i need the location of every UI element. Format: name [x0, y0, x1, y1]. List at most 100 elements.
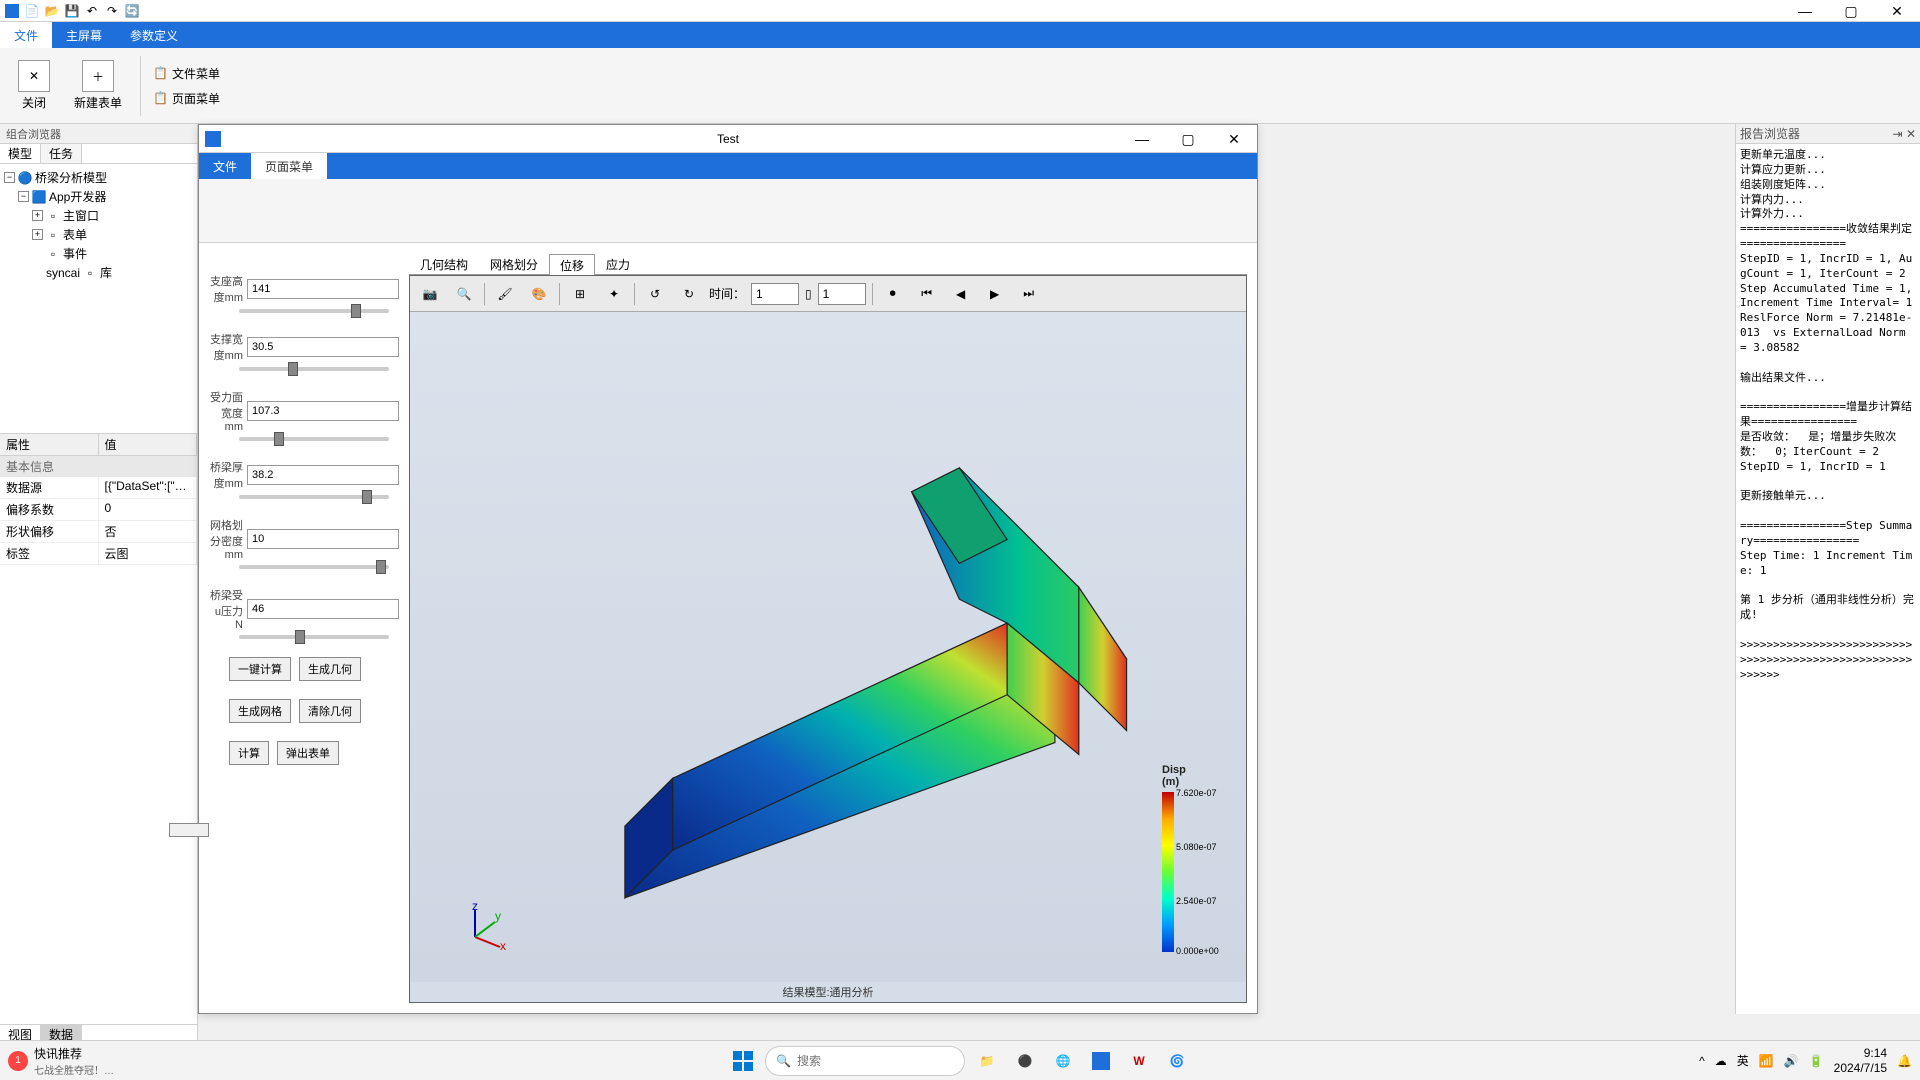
tray-chevron-icon[interactable]: ^ [1699, 1054, 1705, 1068]
grid-icon[interactable]: ⊞ [566, 280, 594, 308]
vp-tab-displacement[interactable]: 位移 [549, 254, 595, 275]
rotate-right-icon[interactable]: ↻ [675, 280, 703, 308]
compute-button[interactable]: 计算 [229, 741, 269, 765]
tree-item-mainwin[interactable]: + ▫ 主窗口 [4, 206, 193, 225]
brush-icon[interactable]: 🖌 [491, 280, 519, 308]
inner-tab-pagemenu[interactable]: 页面菜单 [251, 153, 327, 179]
rotate-left-icon[interactable]: ↺ [641, 280, 669, 308]
param-input[interactable] [247, 337, 399, 357]
expander-icon[interactable]: − [4, 172, 15, 183]
inner-titlebar[interactable]: Test — ▢ ✕ [199, 125, 1257, 153]
vp-tab-geometry[interactable]: 几何结构 [409, 253, 479, 274]
inner-tab-file[interactable]: 文件 [199, 153, 251, 179]
generate-geometry-button[interactable]: 生成几何 [299, 657, 361, 681]
expander-icon[interactable]: − [18, 191, 29, 202]
palette-icon[interactable]: 🎨 [525, 280, 553, 308]
notification-icon[interactable]: 🔔 [1897, 1054, 1912, 1068]
time-input-1[interactable] [751, 283, 799, 305]
ribbon-tab-file[interactable]: 文件 [0, 22, 52, 48]
expander-icon[interactable]: + [32, 210, 43, 221]
vp-tab-stress[interactable]: 应力 [595, 253, 641, 274]
viewport-canvas[interactable]: z x y Disp (m) 7.620e [410, 312, 1246, 982]
expander-icon[interactable]: + [32, 229, 43, 240]
param-slider[interactable] [239, 309, 389, 313]
panel-close-icon[interactable]: ✕ [1906, 127, 1916, 141]
param-slider[interactable] [239, 565, 389, 569]
ribbon-pagemenu-button[interactable]: 📋 页面菜单 [149, 88, 224, 109]
viewport-3d[interactable]: 📷 🔍 🖌 🎨 ⊞ ✦ ↺ ↻ 时间： ▯ [409, 275, 1247, 1003]
report-log[interactable]: 更新单元温度... 计算应力更新... 组装刚度矩阵... 计算内力... 计算… [1736, 144, 1920, 1014]
inner-maximize-button[interactable]: ▢ [1165, 125, 1211, 153]
new-icon[interactable]: 📄 [24, 3, 40, 19]
param-slider[interactable] [239, 635, 389, 639]
clock[interactable]: 9:14 2024/7/15 [1834, 1046, 1887, 1075]
one-click-compute-button[interactable]: 一键计算 [229, 657, 291, 681]
dock-icon[interactable]: ⇥ [1893, 127, 1903, 141]
props-row[interactable]: 标签云图 [0, 543, 197, 565]
param-input[interactable] [247, 279, 399, 299]
undo-icon[interactable]: ↶ [84, 3, 100, 19]
ribbon-newform-button[interactable]: ＋ 新建表单 [68, 58, 128, 113]
vp-tab-mesh[interactable]: 网格划分 [479, 253, 549, 274]
param-slider[interactable] [239, 437, 389, 441]
props-row[interactable]: 形状偏移否 [0, 521, 197, 543]
axis-icon[interactable]: ✦ [600, 280, 628, 308]
battery-icon[interactable]: 🔋 [1809, 1054, 1824, 1068]
save-icon[interactable]: 💾 [64, 3, 80, 19]
task-app-3[interactable]: 🌐 [1047, 1045, 1079, 1077]
inner-minimize-button[interactable]: — [1119, 125, 1165, 153]
camera-icon[interactable]: 📷 [416, 280, 444, 308]
record-icon[interactable]: ⏺ [879, 280, 907, 308]
maximize-button[interactable]: ▢ [1828, 0, 1874, 22]
ribbon-tab-home[interactable]: 主屏幕 [52, 22, 116, 48]
wifi-icon[interactable]: 📶 [1759, 1054, 1774, 1068]
param-slider[interactable] [239, 495, 389, 499]
open-icon[interactable]: 📂 [44, 3, 60, 19]
time-input-2[interactable] [818, 283, 866, 305]
task-app-5[interactable]: W [1123, 1045, 1155, 1077]
collapse-button[interactable] [169, 823, 209, 837]
redo-icon[interactable]: ↷ [104, 3, 120, 19]
tree-item-forms[interactable]: + ▫ 表单 [4, 225, 193, 244]
prev-icon[interactable]: ◀ [947, 280, 975, 308]
play-icon[interactable]: ▶ [981, 280, 1009, 308]
param-input[interactable] [247, 599, 399, 619]
taskbar-search[interactable]: 🔍 [765, 1046, 965, 1076]
subtab-tasks[interactable]: 任务 [41, 144, 82, 163]
search-input[interactable] [797, 1054, 954, 1068]
subtab-model[interactable]: 模型 [0, 144, 41, 163]
param-input[interactable] [247, 529, 399, 549]
ime-indicator[interactable]: 英 [1737, 1052, 1749, 1069]
next-icon[interactable]: ⏭ [1015, 280, 1043, 308]
task-app-6[interactable]: 🌀 [1161, 1045, 1193, 1077]
minimize-button[interactable]: — [1782, 0, 1828, 22]
task-app-2[interactable]: ⚫ [1009, 1045, 1041, 1077]
param-input[interactable] [247, 465, 399, 485]
props-row[interactable]: 数据源[{"DataSet":["Extru [0, 477, 197, 499]
tree-item-lib[interactable]: syncai ▫ 库 [4, 263, 193, 282]
tree-item-events[interactable]: ▫ 事件 [4, 244, 193, 263]
task-app-1[interactable]: 📁 [971, 1045, 1003, 1077]
ribbon-filemenu-button[interactable]: 📋 文件菜单 [149, 63, 224, 84]
news-widget[interactable]: 1 快讯推荐 七战全胜夺冠！… [0, 1045, 122, 1077]
zoom-icon[interactable]: 🔍 [450, 280, 478, 308]
popup-form-button[interactable]: 弹出表单 [277, 741, 339, 765]
close-button[interactable]: ✕ [1874, 0, 1920, 22]
clear-geometry-button[interactable]: 清除几何 [299, 699, 361, 723]
ribbon-close-button[interactable]: ✕ 关闭 [12, 58, 56, 113]
refresh-icon[interactable]: 🔄 [124, 3, 140, 19]
inner-close-button[interactable]: ✕ [1211, 125, 1257, 153]
param-support-width: 支撑宽度mm [209, 331, 399, 371]
ribbon-tab-params[interactable]: 参数定义 [116, 22, 192, 48]
param-slider[interactable] [239, 367, 389, 371]
cloud-icon[interactable]: ☁ [1715, 1054, 1727, 1068]
props-row[interactable]: 偏移系数0 [0, 499, 197, 521]
tree-dev[interactable]: − 🟦 App开发器 [4, 187, 193, 206]
param-input[interactable] [247, 401, 399, 421]
tree-root[interactable]: − 🔵 桥梁分析模型 [4, 168, 193, 187]
volume-icon[interactable]: 🔊 [1784, 1054, 1799, 1068]
task-app-4[interactable] [1085, 1045, 1117, 1077]
start-button[interactable] [727, 1045, 759, 1077]
generate-mesh-button[interactable]: 生成网格 [229, 699, 291, 723]
first-icon[interactable]: ⏮ [913, 280, 941, 308]
